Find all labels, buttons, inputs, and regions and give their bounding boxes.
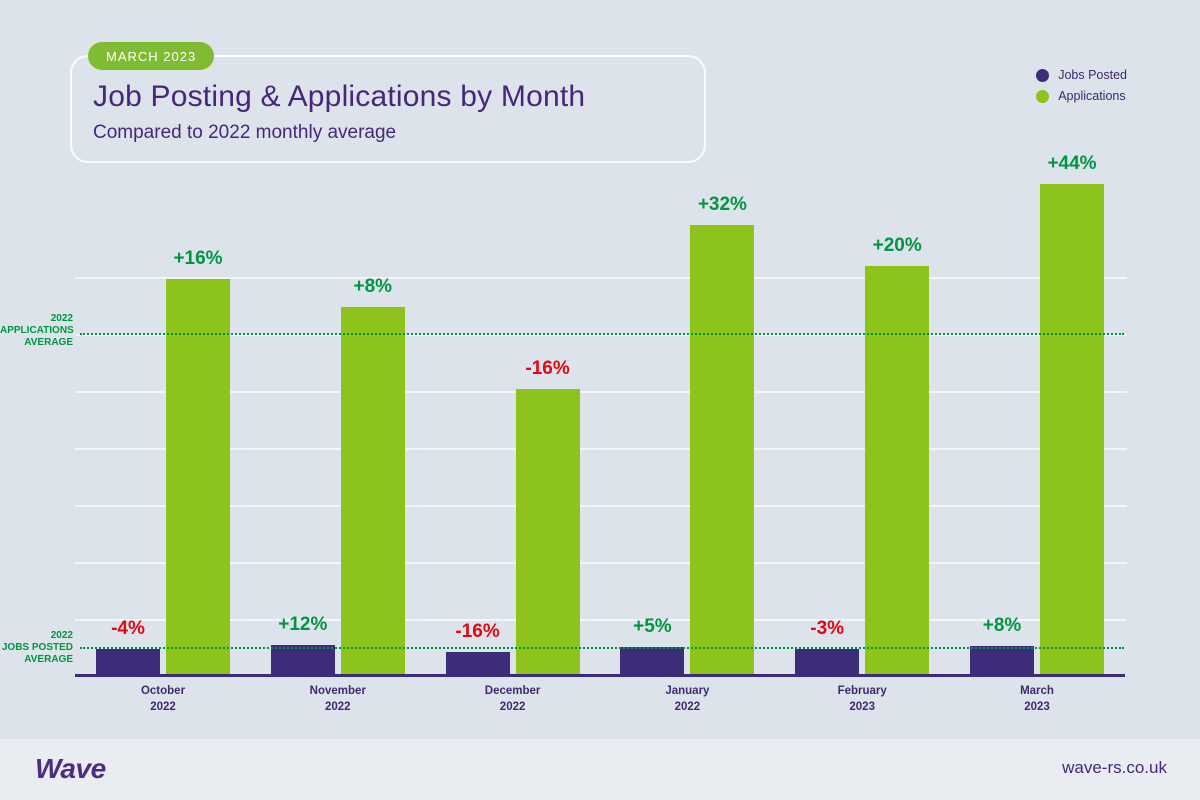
month-axis-label: February 2023	[792, 684, 932, 715]
ref-label-line: AVERAGE	[24, 653, 73, 665]
month-name: November	[309, 685, 366, 697]
applications-average-reference-line	[80, 333, 1124, 335]
applications-value-label: +16%	[173, 248, 223, 270]
month-year: 2023	[849, 700, 875, 713]
applications-bar	[690, 224, 755, 676]
wave-logo: Wave	[35, 753, 106, 784]
jobs-posted-average-axis-label: 2022 JOBS POSTED AVERAGE	[0, 630, 73, 665]
month-name: March	[1020, 685, 1054, 697]
month-name: December	[484, 685, 541, 697]
gridline	[75, 505, 1127, 507]
page-subtitle: Compared to 2022 monthly average	[93, 122, 397, 143]
jobs-posted-bar	[620, 646, 685, 676]
gridline	[75, 277, 1127, 279]
month-axis-label: March 2023	[967, 684, 1107, 715]
month-name: January	[665, 685, 710, 697]
page-title: Job Posting & Applications by Month	[93, 80, 586, 113]
month-name: February	[837, 685, 887, 697]
legend: Jobs Posted Applications	[1036, 68, 1127, 103]
legend-item-applications: Applications	[1036, 89, 1127, 103]
jobs-posted-bar	[96, 649, 160, 676]
gridline	[75, 562, 1127, 564]
applications-bar	[515, 388, 580, 676]
applications-bar	[865, 265, 930, 676]
ref-label-line: JOBS POSTED	[1, 641, 73, 653]
month-year: 2023	[1024, 700, 1050, 713]
applications-value-label: +8%	[353, 275, 393, 297]
applications-bar	[166, 279, 230, 676]
jobs-posted-bar	[445, 652, 510, 676]
jobs-posted-bar	[270, 644, 335, 676]
gridline	[75, 391, 1127, 393]
applications-bar	[1040, 183, 1104, 676]
jobs-posted-dot-icon	[1036, 68, 1050, 82]
month-year: 2022	[325, 700, 351, 713]
month-year: 2022	[499, 700, 526, 713]
jobs-posted-average-reference-line	[80, 647, 1124, 649]
applications-value-label: +32%	[697, 193, 747, 215]
month-axis-label: November 2022	[268, 684, 408, 715]
jobs-posted-bar	[795, 648, 860, 676]
month-axis-label: October 2022	[93, 684, 233, 715]
jobs-posted-value-label: +5%	[633, 615, 672, 637]
gridline	[75, 334, 1127, 336]
jobs-posted-value-label: +12%	[278, 613, 328, 635]
month-year: 2022	[674, 700, 701, 713]
month-name: October	[140, 685, 186, 697]
month-axis-label: January 2022	[617, 684, 757, 715]
applications-average-axis-label: 2022 APPLICATIONS AVERAGE	[0, 313, 74, 348]
legend-label: Jobs Posted	[1058, 68, 1127, 82]
applications-value-label: -16%	[525, 357, 570, 379]
jobs-posted-value-label: -3%	[810, 617, 845, 639]
gridline	[75, 448, 1127, 450]
x-axis-line	[75, 674, 1125, 677]
applications-value-label: +44%	[1047, 152, 1097, 174]
ref-label-line: APPLICATIONS	[0, 324, 74, 336]
jobs-posted-bar	[970, 645, 1034, 676]
website-url: wave-rs.co.uk	[1062, 758, 1167, 777]
jobs-posted-value-label: -16%	[455, 621, 500, 643]
ref-label-line: 2022	[50, 630, 73, 641]
month-year: 2022	[150, 700, 176, 713]
gridline	[75, 619, 1127, 621]
applications-bar	[340, 306, 405, 676]
header-card	[70, 55, 706, 163]
legend-label: Applications	[1058, 89, 1126, 103]
month-axis-label: December 2022	[443, 684, 583, 715]
ref-label-line: 2022	[50, 313, 73, 324]
applications-value-label: +20%	[872, 234, 922, 256]
legend-item-jobs-posted: Jobs Posted	[1036, 68, 1127, 82]
period-badge: MARCH 2023	[88, 42, 215, 70]
jobs-posted-value-label: +8%	[982, 614, 1022, 636]
applications-dot-icon	[1036, 89, 1050, 103]
ref-label-line: AVERAGE	[24, 336, 73, 348]
jobs-posted-value-label: -4%	[111, 618, 145, 640]
footer-bar: Wave wave-rs.co.uk	[0, 739, 1200, 800]
